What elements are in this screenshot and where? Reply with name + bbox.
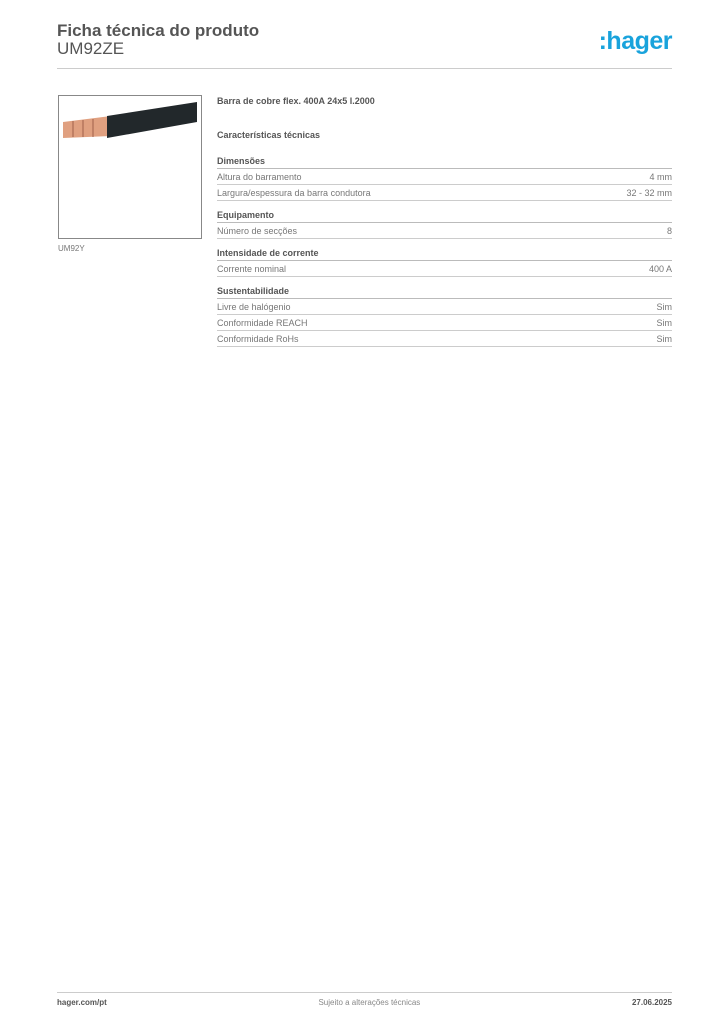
spec-value: Sim	[656, 333, 673, 344]
spec-row: Altura do barramento 4 mm	[217, 169, 672, 185]
spec-value: 400 A	[648, 263, 672, 274]
spec-group-dimensions: Dimensões Altura do barramento 4 mm Largu…	[217, 156, 672, 201]
footer-date: 27.06.2025	[631, 998, 672, 1007]
spec-group-sustainability: Sustentabilidade Livre de halógenio Sim C…	[217, 286, 672, 347]
group-title: Intensidade de corrente	[217, 248, 672, 261]
product-image	[58, 95, 202, 239]
group-title: Equipamento	[217, 210, 672, 223]
page-title: Ficha técnica do produto	[57, 21, 260, 40]
spec-label: Corrente nominal	[217, 263, 287, 274]
spec-row: Número de secções 8	[217, 223, 672, 239]
spec-row: Largura/espessura da barra condutora 32 -…	[217, 185, 672, 201]
copper-busbar-image	[63, 102, 197, 138]
product-name: Barra de cobre flex. 400A 24x5 l.2000	[217, 96, 375, 106]
image-caption: UM92Y	[58, 244, 85, 253]
spec-label: Número de secções	[217, 225, 298, 236]
product-code: UM92ZE	[57, 39, 125, 58]
section-title: Características técnicas	[217, 130, 321, 140]
spec-row: Conformidade REACH Sim	[217, 315, 672, 331]
spec-row: Livre de halógenio Sim	[217, 299, 672, 315]
spec-row: Conformidade RoHs Sim	[217, 331, 672, 347]
group-title: Dimensões	[217, 156, 672, 169]
spec-value: 32 - 32 mm	[626, 187, 672, 198]
spec-value: Sim	[656, 317, 673, 328]
spec-label: Conformidade RoHs	[217, 333, 299, 344]
group-title: Sustentabilidade	[217, 286, 672, 299]
spec-label: Livre de halógenio	[217, 301, 291, 312]
header-divider	[57, 68, 672, 69]
spec-label: Largura/espessura da barra condutora	[217, 187, 371, 198]
spec-label: Altura do barramento	[217, 171, 302, 182]
footer: hager.com/pt Sujeito a alterações técnic…	[57, 998, 672, 1007]
footer-website[interactable]: hager.com/pt	[57, 998, 107, 1007]
hager-logo: :hager	[598, 27, 673, 55]
spec-group-current: Intensidade de corrente Corrente nominal…	[217, 248, 672, 277]
footer-note: Sujeito a alterações técnicas	[318, 998, 421, 1007]
spec-row: Corrente nominal 400 A	[217, 261, 672, 277]
footer-divider	[57, 992, 672, 993]
spec-label: Conformidade REACH	[217, 317, 308, 328]
spec-value: 4 mm	[649, 171, 673, 182]
spec-group-equipment: Equipamento Número de secções 8	[217, 210, 672, 239]
spec-value: 8	[666, 225, 672, 236]
spec-section: Barra de cobre flex. 400A 24x5 l.2000 Ca…	[217, 96, 672, 356]
spec-value: Sim	[656, 301, 673, 312]
